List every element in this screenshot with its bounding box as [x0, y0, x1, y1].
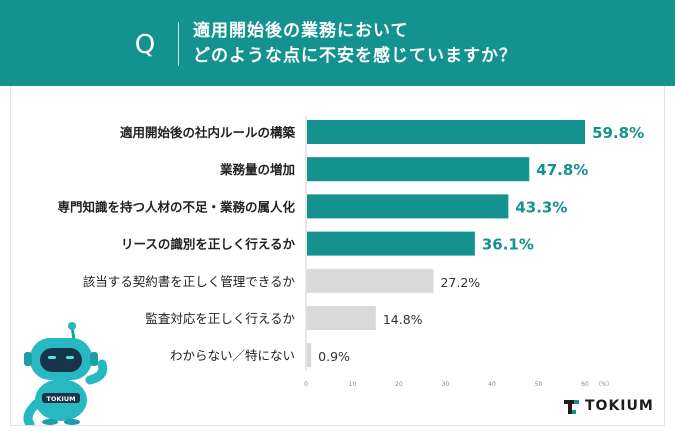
tokium-t-logo-icon	[564, 400, 579, 414]
category-label-1: 業務量の増加	[219, 162, 295, 177]
x-tick-label-5: 50	[535, 381, 543, 388]
header-divider	[178, 22, 179, 66]
question-title-line2: どのような点に不安を感じていますか？	[193, 46, 517, 66]
chart-panel	[10, 86, 665, 426]
bar-3	[307, 231, 475, 256]
x-tick-label-2: 20	[395, 381, 403, 388]
bar-0	[307, 120, 586, 144]
value-label-3: 36.1%	[482, 236, 534, 254]
question-title: 適用開始後の業務において どのような点に不安を感じていますか？	[193, 19, 517, 69]
category-label-2: 専門知識を持つ人材の不足・業務の属人化	[57, 199, 295, 214]
x-tick-label-6: 60	[581, 381, 589, 388]
value-label-0: 59.8%	[592, 124, 644, 142]
question-header: Q 適用開始後の業務において どのような点に不安を感じていますか？	[0, 0, 675, 86]
value-label-2: 43.3%	[515, 198, 567, 216]
category-label-5: 監査対応を正しく行えるか	[145, 311, 295, 326]
x-tick-label-1: 10	[349, 381, 357, 388]
category-label-0: 適用開始後の社内ルールの構築	[120, 125, 296, 140]
bar-5	[307, 306, 376, 330]
category-label-3: リースの識別を正しく行えるか	[121, 237, 296, 252]
robot-badge-text: TOKIUM	[46, 395, 75, 403]
value-label-1: 47.8%	[536, 161, 588, 179]
category-label-4: 該当する契約書を正しく管理できるか	[83, 274, 296, 289]
bar-1	[307, 157, 530, 182]
question-title-line1: 適用開始後の業務において	[193, 21, 409, 41]
tokium-logo: TOKIUM	[563, 397, 663, 419]
question-mark-icon: Q	[134, 30, 156, 60]
category-label-6: わからない／特にない	[170, 348, 295, 363]
tokium-logo-text: TOKIUM	[585, 398, 654, 414]
robot-mascot-icon: TOKIUM	[23, 322, 108, 425]
value-label-6: 0.9%	[318, 349, 350, 364]
bar-4	[307, 268, 434, 293]
value-label-4: 27.2%	[440, 275, 480, 290]
x-tick-label-3: 30	[442, 381, 450, 388]
x-tick-label-4: 40	[488, 381, 496, 388]
x-axis-unit: （%）	[595, 381, 613, 388]
bar-6	[307, 343, 312, 368]
bar-2	[307, 194, 509, 219]
x-tick-label-0: 0	[304, 381, 308, 388]
value-label-5: 14.8%	[383, 312, 423, 327]
